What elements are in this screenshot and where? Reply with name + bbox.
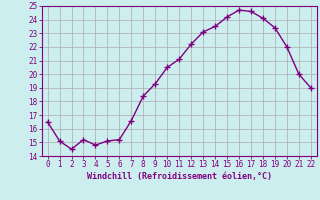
X-axis label: Windchill (Refroidissement éolien,°C): Windchill (Refroidissement éolien,°C) [87, 172, 272, 181]
